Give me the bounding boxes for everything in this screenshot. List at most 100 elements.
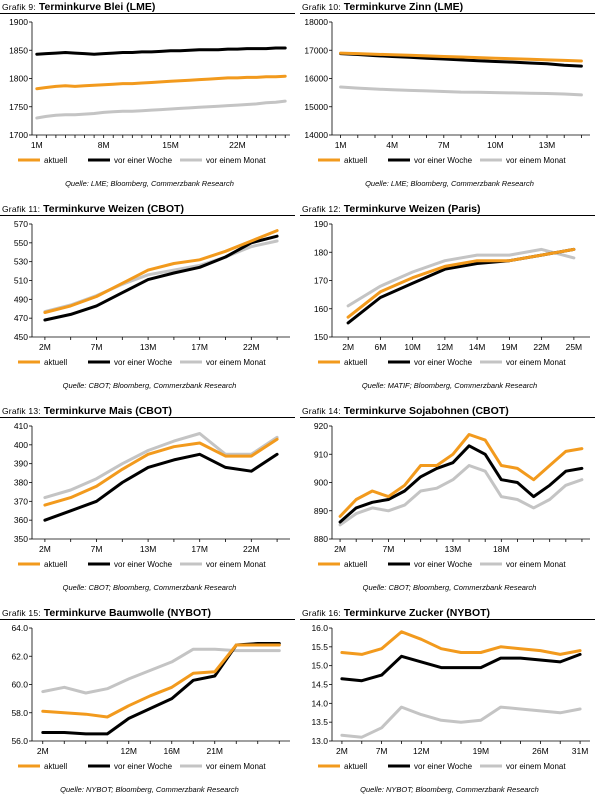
chart-panel-baumwolle: Grafik 15: Terminkurve Baumwolle (NYBOT)… xyxy=(0,606,299,807)
y-tick-label: 15000 xyxy=(304,102,328,112)
title-rule xyxy=(300,619,595,620)
title-rule xyxy=(0,215,295,216)
y-tick-label: 58.0 xyxy=(11,708,28,718)
legend-label-vor-einer-woche: vor einer Woche xyxy=(414,762,473,771)
series-vor-einem-monat-line xyxy=(340,705,582,739)
chart-panel-weizen-paris: Grafik 12: Terminkurve Weizen (Paris) 15… xyxy=(300,202,598,403)
series-aktuell-line xyxy=(339,51,583,63)
x-tick-label: 6M xyxy=(374,342,386,352)
title-rule xyxy=(300,13,595,14)
x-tick-label: 4M xyxy=(386,140,398,150)
x-tick-label: 8M xyxy=(98,140,110,150)
x-tick-label: 2M xyxy=(37,746,49,756)
x-tick-label: 31M xyxy=(572,746,589,756)
y-tick-label: 190 xyxy=(314,219,328,229)
x-tick-label: 7M xyxy=(91,342,103,352)
y-tick-label: 380 xyxy=(14,478,28,488)
x-tick-label: 22M xyxy=(243,544,260,554)
legend-label-vor-einem-monat: vor einem Monat xyxy=(506,358,566,367)
y-tick-label: 60.0 xyxy=(11,680,28,690)
y-tick-label: 64.0 xyxy=(11,623,28,633)
y-tick-label: 15.5 xyxy=(311,642,328,652)
legend-label-vor-einem-monat: vor einem Monat xyxy=(206,560,266,569)
x-tick-label: 17M xyxy=(191,544,208,554)
y-tick-label: 16.0 xyxy=(311,623,328,633)
legend-label-vor-einem-monat: vor einem Monat xyxy=(506,762,566,771)
series-vor-einer-woche-line xyxy=(338,444,584,524)
y-tick-label: 14.5 xyxy=(311,680,328,690)
chart-plot: 14000 15000 16000 17000 18000 1M 4M 7M 10M 13M akt… xyxy=(304,17,590,165)
series-vor-einem-monat-line xyxy=(339,85,583,97)
legend-label-aktuell: aktuell xyxy=(44,560,67,569)
chart-source: Quelle: LME; Bloomberg, Commerzbank Rese… xyxy=(65,179,234,188)
x-tick-label: 14M xyxy=(469,342,486,352)
title-rule xyxy=(0,619,295,620)
y-tick-label: 62.0 xyxy=(11,651,28,661)
title-rule xyxy=(300,417,595,418)
x-tick-label: 1M xyxy=(31,140,43,150)
y-tick-label: 890 xyxy=(314,506,328,516)
y-tick-label: 510 xyxy=(14,276,28,286)
x-tick-label: 2M xyxy=(336,746,348,756)
x-tick-label: 2M xyxy=(334,544,346,554)
chart-panel-zucker: Grafik 16: Terminkurve Zucker (NYBOT) 13… xyxy=(300,606,598,807)
series-vor-einer-woche-line xyxy=(340,652,582,683)
x-tick-label: 2M xyxy=(342,342,354,352)
legend-label-vor-einem-monat: vor einem Monat xyxy=(206,358,266,367)
y-tick-label: 1900 xyxy=(9,17,28,27)
y-tick-label: 530 xyxy=(14,257,28,267)
x-tick-label: 13M xyxy=(140,544,157,554)
legend-label-vor-einer-woche: vor einer Woche xyxy=(114,358,173,367)
chart-title: Grafik 12: Terminkurve Weizen (Paris) xyxy=(302,203,481,215)
series-vor-einem-monat-line xyxy=(43,432,279,500)
x-tick-label: 13M xyxy=(140,342,157,352)
x-tick-label: 7M xyxy=(91,544,103,554)
y-tick-label: 450 xyxy=(14,332,28,342)
y-tick-label: 900 xyxy=(314,478,328,488)
legend-label-aktuell: aktuell xyxy=(344,156,367,165)
y-tick-label: 360 xyxy=(14,515,28,525)
x-tick-label: 12M xyxy=(437,342,454,352)
series-vor-einer-woche-line xyxy=(41,642,281,736)
series-aktuell-line xyxy=(41,643,281,719)
x-tick-label: 15M xyxy=(162,140,179,150)
chart-plot: 150 160 170 180 190 2M 6M 10M 12M 14M 19M 22M 25M akt… xyxy=(314,219,590,367)
legend-label-vor-einem-monat: vor einem Monat xyxy=(506,156,566,165)
legend-label-vor-einem-monat: vor einem Monat xyxy=(206,762,266,771)
y-tick-label: 14.0 xyxy=(311,698,328,708)
chart-source: Quelle: LME; Bloomberg, Commerzbank Rese… xyxy=(365,179,534,188)
legend-label-aktuell: aktuell xyxy=(344,358,367,367)
legend-label-vor-einer-woche: vor einer Woche xyxy=(114,560,173,569)
series-aktuell-line xyxy=(346,247,576,319)
x-tick-label: 7M xyxy=(376,746,388,756)
y-tick-label: 13.5 xyxy=(311,717,328,727)
x-tick-label: 26M xyxy=(532,746,549,756)
x-tick-label: 19M xyxy=(473,746,490,756)
title-rule xyxy=(0,417,295,418)
y-tick-label: 410 xyxy=(14,421,28,431)
y-tick-label: 880 xyxy=(314,534,328,544)
series-vor-einer-woche-line xyxy=(43,234,279,322)
title-rule xyxy=(300,215,595,216)
x-tick-label: 7M xyxy=(438,140,450,150)
chart-title: Grafik 16: Terminkurve Zucker (NYBOT) xyxy=(302,607,491,619)
y-tick-label: 350 xyxy=(14,534,28,544)
y-tick-label: 550 xyxy=(14,238,28,248)
y-tick-label: 470 xyxy=(14,313,28,323)
x-tick-label: 22M xyxy=(229,140,246,150)
y-tick-label: 1750 xyxy=(9,102,28,112)
y-tick-label: 13.0 xyxy=(311,736,328,746)
chart-plot: 13.0 13.5 14.0 14.5 15.0 15.5 16.0 2M 7M 12M 19M 26… xyxy=(311,623,590,771)
legend-label-aktuell: aktuell xyxy=(344,560,367,569)
chart-plot: 350 360 370 380 390 400 410 2M 7M 13M 17M 22M aktuel… xyxy=(14,421,290,569)
series-aktuell-line xyxy=(43,229,279,314)
chart-title: Grafik 10: Terminkurve Zinn (LME) xyxy=(302,1,464,13)
chart-source: Quelle: CBOT; Bloomberg, Commerzbank Res… xyxy=(62,381,237,390)
x-tick-label: 2M xyxy=(39,342,51,352)
chart-panel-sojabohnen: Grafik 14: Terminkurve Sojabohnen (CBOT)… xyxy=(300,404,598,605)
legend-label-aktuell: aktuell xyxy=(44,358,67,367)
y-tick-label: 910 xyxy=(314,449,328,459)
series-vor-einer-woche-line xyxy=(35,46,287,56)
legend-label-vor-einer-woche: vor einer Woche xyxy=(114,762,173,771)
legend-label-vor-einer-woche: vor einer Woche xyxy=(414,358,473,367)
